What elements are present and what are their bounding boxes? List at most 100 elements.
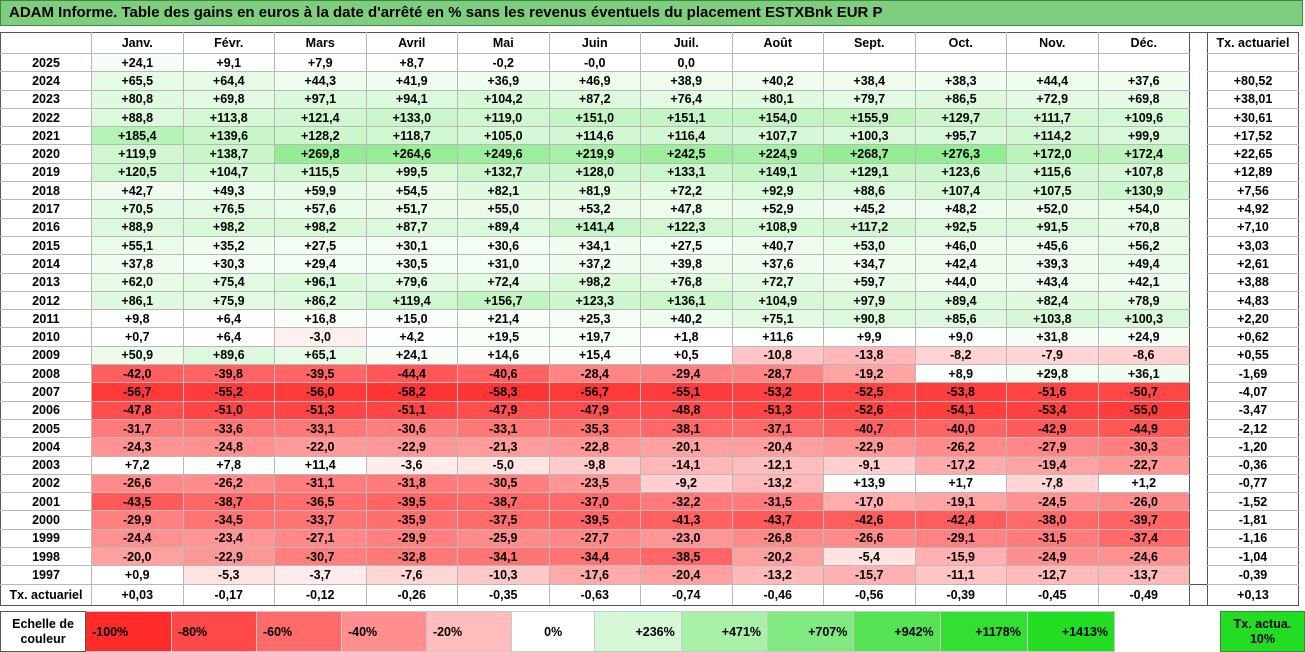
gain-cell: -38,7 (457, 492, 550, 512)
gain-cell: +89,4 (457, 217, 550, 237)
gain-cell: +42,7 (91, 181, 184, 201)
gain-cell: -33,1 (274, 418, 367, 439)
gain-cell: +82,4 (1006, 290, 1099, 311)
gain-cell: +53,2 (548, 199, 641, 219)
gains-table-body: Janv. Févr. Mars Avril Mai Juin Juil. Août Sept.… (0, 32, 1299, 606)
column-gap (1189, 492, 1208, 511)
gain-cell: +70,8 (1097, 217, 1190, 237)
gain-cell: -29,9 (91, 510, 184, 530)
gain-cell: +224,9 (731, 144, 824, 164)
gain-cell: +89,6 (182, 345, 275, 366)
gain-cell: +76,8 (640, 272, 733, 292)
month-header: Sept. (823, 32, 916, 54)
actuarial-rate-cell: -0,36 (1207, 455, 1299, 475)
month-header: Déc. (1097, 32, 1190, 54)
gain-cell (1097, 52, 1190, 73)
gain-cell: -9,8 (548, 455, 641, 475)
gain-cell: -38,1 (640, 418, 733, 439)
gain-cell: +80,1 (731, 89, 824, 109)
report-title: ADAM Informe. Table des gains en euros à… (0, 0, 1303, 26)
gain-cell: +19,7 (548, 327, 641, 347)
gain-cell (914, 52, 1007, 73)
gain-cell: +44,0 (914, 272, 1007, 292)
actuarial-summary-row: Tx. actuariel +0,03 -0,17 -0,12 -0,26 -0,35 -0… (0, 583, 1299, 606)
gain-cell: -56,0 (274, 382, 367, 402)
gain-cell: +7,8 (182, 455, 275, 475)
column-gap (1189, 291, 1208, 310)
gain-cell: +121,4 (274, 107, 367, 128)
gain-cell: +98,2 (182, 217, 275, 237)
gain-cell: +53,0 (823, 235, 916, 256)
year-row: 2006 -47,8 -51,0 -51,3 -51,1 -47,9 -47,9 -48,8-… (0, 400, 1299, 420)
year-label: 2010 (0, 327, 92, 347)
gain-cell: +0,7 (91, 327, 184, 347)
year-label: 2005 (0, 418, 92, 439)
gain-cell: -34,1 (457, 547, 550, 567)
summary-cell: -0,35 (457, 583, 550, 606)
gain-cell: -43,5 (91, 492, 184, 512)
gain-cell: +55,0 (457, 199, 550, 219)
year-label: 2018 (0, 181, 92, 201)
scale-actuarial-ref: Tx. actua. 10% (1219, 611, 1305, 652)
gain-cell: -17,6 (548, 565, 641, 585)
year-row: 2000 -29,9 -34,5 -33,7 -35,9 -37,5 -39,5 -41,3-… (0, 510, 1299, 530)
summary-cell: -0,45 (1006, 583, 1099, 606)
gain-cell: +48,2 (914, 199, 1007, 219)
gain-cell: -58,2 (365, 382, 458, 402)
gain-cell: +99,5 (365, 162, 458, 183)
gain-cell: -25,9 (457, 528, 550, 549)
gain-cell: +107,5 (1006, 181, 1099, 201)
gain-cell: +30,5 (365, 254, 458, 274)
summary-cell: -0,26 (365, 583, 458, 606)
month-header: Août (731, 32, 824, 54)
gain-cell: -37,1 (731, 418, 824, 439)
year-row: 2009 +50,9 +89,6 +65,1 +24,1 +14,6 +15,4 +0,5 -1… (0, 345, 1299, 366)
gain-cell: +141,4 (548, 217, 641, 237)
actuarial-header: Tx. actuariel (1207, 32, 1299, 54)
gain-cell: +9,8 (91, 309, 184, 329)
gain-cell: +51,7 (365, 199, 458, 219)
gain-cell: -55,0 (1097, 400, 1190, 420)
gain-cell: +37,8 (91, 254, 184, 274)
actuarial-rate-cell: +3,03 (1207, 235, 1299, 256)
gain-cell: +92,5 (914, 217, 1007, 237)
gain-cell: +6,4 (182, 327, 275, 347)
gain-cell: +65,1 (274, 345, 367, 366)
gain-cell: +52,9 (731, 199, 824, 219)
column-gap (1189, 327, 1208, 347)
gain-cell: +1,7 (914, 473, 1007, 494)
column-gap (1189, 254, 1208, 274)
gain-cell: +99,9 (1097, 126, 1190, 146)
actuarial-rate-cell: +80,52 (1207, 71, 1299, 91)
gain-cell: -42,0 (91, 364, 184, 384)
year-row: 2025 +24,1 +9,1 +7,9 +8,7 -0,2 -0,0 0,0 (0, 52, 1299, 73)
gain-cell: -55,2 (182, 382, 275, 402)
gain-cell: -36,5 (274, 492, 367, 512)
gain-cell: -22,0 (274, 437, 367, 457)
gain-cell: -30,3 (1097, 437, 1190, 457)
gain-cell: -20,4 (640, 565, 733, 585)
gain-cell: +100,3 (823, 126, 916, 146)
actuarial-rate-cell: +7,10 (1207, 217, 1299, 237)
gain-cell: -53,4 (1006, 400, 1099, 420)
gain-cell: -51,6 (1006, 382, 1099, 402)
gain-cell: -24,4 (91, 528, 184, 549)
gain-cell: -22,9 (365, 437, 458, 457)
gain-cell: +92,9 (731, 181, 824, 201)
gain-cell: +31,0 (457, 254, 550, 274)
gain-cell: -44,9 (1097, 418, 1190, 439)
scale-gap (1114, 611, 1221, 652)
gain-cell: -17,2 (914, 455, 1007, 475)
gain-cell: +111,7 (1006, 107, 1099, 128)
gain-cell: +36,9 (457, 71, 550, 91)
color-scale-row: Echelle de couleur -100% -80% -60% -40% -20% 0… (0, 611, 1305, 652)
gain-cell: -30,5 (457, 473, 550, 494)
gain-cell: +95,7 (914, 126, 1007, 146)
column-gap (1189, 364, 1208, 383)
actuarial-rate-cell: +2,20 (1207, 309, 1299, 329)
gain-cell: +120,5 (91, 162, 184, 183)
gain-cell: +59,7 (823, 272, 916, 292)
gain-cell: -47,9 (548, 400, 641, 420)
year-row: 2012 +86,1 +75,9 +86,2 +119,4 +156,7 +123,3 +13… (0, 290, 1299, 311)
